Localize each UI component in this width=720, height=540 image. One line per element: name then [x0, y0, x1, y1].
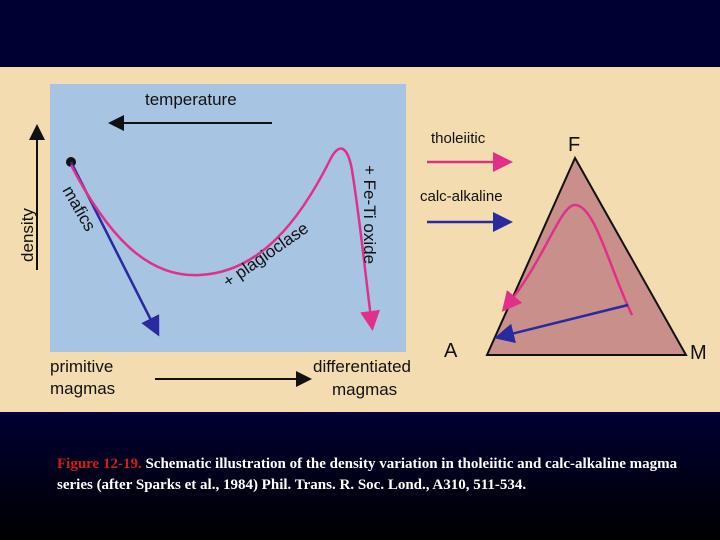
axis-label: temperature [145, 90, 237, 109]
vertex-label: F [568, 134, 580, 156]
title-band [0, 0, 720, 67]
axis-label: density [18, 208, 37, 262]
legend-label: tholeiitic [431, 130, 486, 147]
axis-label: magmas [50, 379, 115, 398]
tholeiitic-path [69, 147, 380, 331]
vertex-label: A [444, 340, 458, 362]
curve-label: + Fe-Ti oxide [360, 165, 379, 264]
legend-label: calc-alkaline [420, 188, 503, 205]
afm-triangle [485, 155, 688, 356]
figure-label: Figure 12-19. [57, 456, 142, 472]
caption-text: Schematic illustration of the density va… [57, 456, 678, 493]
vertex-label: M [690, 342, 707, 364]
tholeiitic-trend [501, 203, 634, 316]
caption-band [0, 412, 720, 540]
diagram: temperature density mafics + plagioclase… [0, 67, 720, 412]
axis-label: differentiated [313, 357, 411, 376]
axis-label: primitive [50, 357, 113, 376]
axis-label: magmas [332, 380, 397, 399]
calc-alkaline-trend [494, 303, 629, 344]
caption: Figure 12-19. Schematic illustration of … [57, 454, 687, 496]
